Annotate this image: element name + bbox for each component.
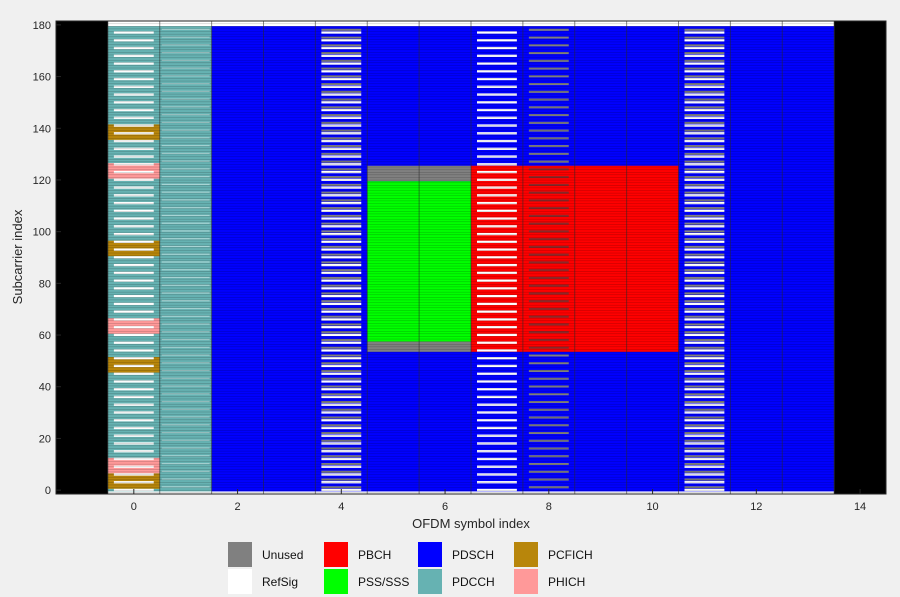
legend-label: PDSCH: [452, 547, 495, 562]
y-tick-label: 140: [33, 123, 51, 135]
legend-label: Unused: [262, 547, 304, 562]
legend-item: PDSCH: [418, 542, 494, 567]
y-tick-label: 100: [33, 227, 51, 239]
y-tick-label: 60: [39, 330, 51, 342]
x-tick-label: 8: [546, 501, 552, 513]
y-tick-label: 180: [33, 20, 51, 32]
legend-swatch: [514, 569, 538, 594]
x-tick-label: 12: [750, 501, 762, 513]
legend-swatch: [324, 569, 348, 594]
y-axis-ticks: 0 20 40 60 80 100 120 140 160 180: [33, 20, 61, 497]
x-axis-ticks: 0 2 4 6 8 10 12 14: [131, 489, 866, 513]
x-tick-label: 6: [442, 501, 448, 513]
legend-item: PHICH: [514, 569, 585, 594]
x-axis-label: OFDM symbol index: [412, 516, 530, 531]
legend-label: PSS/SSS: [358, 574, 410, 589]
plot-border: [55, 20, 887, 495]
y-tick-label: 120: [33, 175, 51, 187]
x-tick-label: 2: [235, 501, 241, 513]
y-tick-label: 0: [45, 485, 51, 497]
legend: Unused PBCH PDSCH PCFICH RefSig PSS/SSS PDCCH P…: [228, 540, 628, 596]
legend-swatch: [514, 542, 538, 567]
legend-label: PCFICH: [548, 547, 593, 562]
y-tick-label: 20: [39, 433, 51, 445]
legend-swatch: [324, 542, 348, 567]
y-axis-label: Subcarrier index: [10, 209, 25, 304]
legend-label: PDCCH: [452, 574, 495, 589]
legend-item: PSS/SSS: [324, 569, 409, 594]
legend-item: Unused: [228, 542, 303, 567]
y-tick-label: 40: [39, 382, 51, 394]
legend-item: PBCH: [324, 542, 391, 567]
legend-swatch: [228, 569, 252, 594]
x-tick-label: 4: [338, 501, 344, 513]
resource-grid-chart: 0 2 4 6 8 10 12 14 0 20 40 60 80 100 120 140 160 180 OFD…: [10, 20, 887, 531]
legend-item: PCFICH: [514, 542, 593, 567]
legend-swatch: [418, 542, 442, 567]
legend-item: RefSig: [228, 569, 298, 594]
x-tick-label: 0: [131, 501, 137, 513]
y-tick-label: 160: [33, 72, 51, 84]
x-tick-label: 10: [646, 501, 658, 513]
legend-swatch: [418, 569, 442, 594]
y-tick-label: 80: [39, 278, 51, 290]
x-tick-label: 14: [854, 501, 866, 513]
legend-item: PDCCH: [418, 569, 495, 594]
legend-label: PBCH: [358, 547, 392, 562]
legend-label: PHICH: [548, 574, 586, 589]
legend-swatch: [228, 542, 252, 567]
legend-label: RefSig: [262, 574, 299, 589]
